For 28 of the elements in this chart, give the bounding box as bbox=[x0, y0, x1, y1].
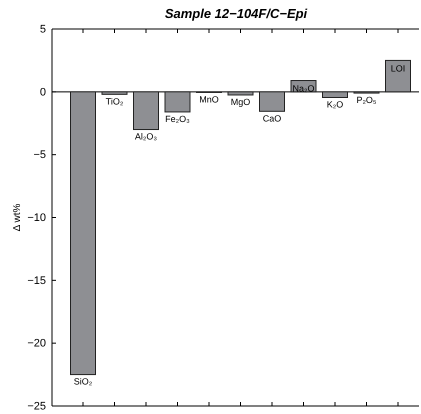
y-tick-label: −5 bbox=[33, 149, 46, 162]
y-axis-title: Δ wt% bbox=[12, 204, 23, 232]
x-tick-label: MgO bbox=[230, 96, 250, 107]
bar bbox=[322, 91, 348, 98]
x-tick-label: LOI bbox=[390, 63, 406, 74]
bar bbox=[70, 91, 96, 376]
x-tick-label: CaO bbox=[262, 113, 282, 124]
chart-title: Sample 12−104F/C−Epi bbox=[164, 6, 308, 21]
x-tick-label: Fe₂O₃ bbox=[165, 114, 190, 124]
x-tick-label: Al₂O₃ bbox=[134, 132, 158, 142]
x-tick-label: P₂O₅ bbox=[356, 95, 377, 106]
y-tick-label: 0 bbox=[40, 86, 46, 98]
y-tick-label: −10 bbox=[27, 212, 46, 224]
x-tick-label: K₂O bbox=[326, 99, 344, 110]
bar bbox=[385, 60, 411, 92]
x-tick-label: SiO₂ bbox=[74, 376, 93, 387]
x-tick-label: Na₂O bbox=[292, 84, 314, 94]
x-tick-label: MnO bbox=[199, 94, 219, 104]
y-tick-label: −25 bbox=[27, 400, 46, 413]
bar bbox=[228, 91, 254, 96]
bar bbox=[133, 91, 159, 130]
bar bbox=[259, 91, 285, 112]
y-tick-label: −20 bbox=[27, 338, 46, 350]
bar bbox=[102, 91, 128, 95]
bar bbox=[164, 91, 190, 112]
x-tick-label: TiO₂ bbox=[106, 96, 124, 106]
y-tick-label: −15 bbox=[27, 274, 46, 287]
y-tick-label: 5 bbox=[40, 24, 46, 36]
